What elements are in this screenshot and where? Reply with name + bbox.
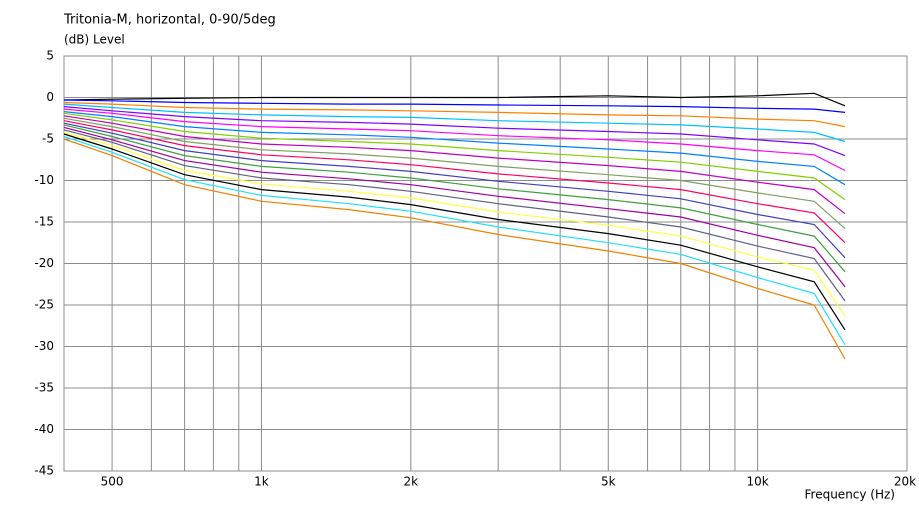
series-line [63,135,846,346]
series-line [63,120,846,244]
series-line [63,124,846,273]
series-line [63,122,846,259]
y-tick-label: -25 [34,298,54,312]
x-axis-label: Frequency (Hz) [805,488,896,502]
y-tick-label: -10 [34,173,54,187]
plot-frame [63,55,908,472]
series-line [63,103,846,143]
series-line [63,129,846,302]
series-line [63,133,846,331]
series-line [63,108,846,172]
chart-title: Tritonia-M, horizontal, 0-90/5deg [63,13,276,28]
y-tick-label: -45 [34,464,54,478]
series-line [63,106,846,157]
y-tick-label: 0 [46,90,54,104]
x-tick-label: 5k [601,475,616,489]
series-line [63,126,846,288]
x-tick-label: 2k [404,475,419,489]
x-tick-label: 500 [101,475,124,489]
series-line [63,112,846,201]
series-line [63,117,846,230]
x-tick-label: 1k [254,475,269,489]
series-line [63,115,846,215]
y-tick-label: -30 [34,339,54,353]
series-line [63,111,846,186]
series-line [63,101,846,128]
y-tick-label: -40 [34,422,54,436]
series-line [63,138,846,360]
series-line [63,92,846,107]
y-axis-label: (dB) Level [64,33,125,47]
y-tick-label: -35 [34,381,54,395]
series-line [63,131,846,317]
y-tick-label: -20 [34,256,54,270]
y-tick-label: -5 [42,132,54,146]
series-line [63,99,846,113]
y-tick-label: 5 [46,49,54,63]
y-tick-label: -15 [34,215,54,229]
x-tick-label: 20k [894,475,916,489]
x-tick-label: 10k [747,475,769,489]
